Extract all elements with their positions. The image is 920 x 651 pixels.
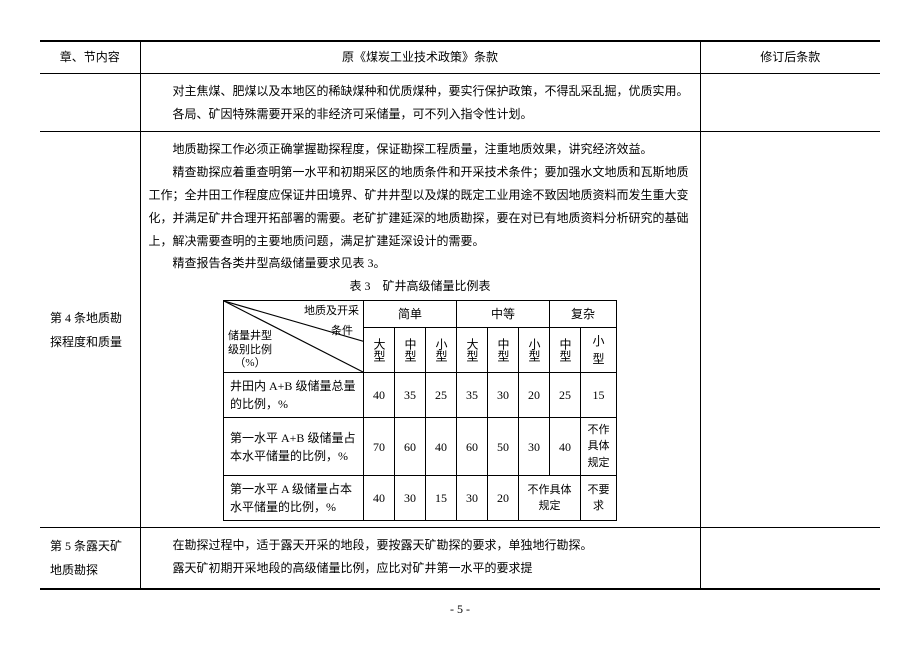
v-1-0: 70 [364, 417, 395, 476]
original-cell-3: 在勘探过程中，适于露天开采的地段，要按露天矿勘探的要求，单独地行勘探。 露天矿初… [140, 528, 700, 590]
v-2-5: 不作具体规定 [519, 476, 581, 521]
inner-table-caption: 表 3 矿井高级储量比例表 [149, 275, 692, 298]
header-col-original: 原《煤炭工业技术政策》条款 [140, 41, 700, 73]
r2-p1: 地质勘探工作必须正确掌握勘探程度，保证勘探工程质量，注重地质效果，讲究经济效益。 [149, 138, 692, 161]
r1-p1: 对主焦煤、肥煤以及本地区的稀缺煤种和优质煤种，要实行保护政策，不得乱采乱掘，优质… [149, 80, 692, 103]
sub-2: 小型 [426, 327, 457, 372]
revised-cell-2 [700, 132, 880, 528]
r3-section: 第 5 条露天矿地质勘探 [48, 534, 132, 582]
v-2-1: 30 [395, 476, 426, 521]
sub-3: 大型 [457, 327, 488, 372]
v-1-5: 30 [519, 417, 550, 476]
v-1-3: 60 [457, 417, 488, 476]
r3-p2: 露天矿初期开采地段的高级储量比例，应比对矿井第一水平的要求提 [149, 557, 692, 580]
revised-cell-3 [700, 528, 880, 590]
r3-p1: 在勘探过程中，适于露天开采的地段，要按露天矿勘探的要求，单独地行勘探。 [149, 534, 692, 557]
v-0-1: 35 [395, 372, 426, 417]
diag-bot: 储量井型 级别比例 （%） [228, 330, 272, 370]
original-cell-2: 地质勘探工作必须正确掌握勘探程度，保证勘探工程质量，注重地质效果，讲究经济效益。… [140, 132, 700, 528]
diag-mid: 条件 [331, 323, 353, 340]
original-cell-1: 对主焦煤、肥煤以及本地区的稀缺煤种和优质煤种，要实行保护政策，不得乱采乱掘，优质… [140, 73, 700, 132]
grp-0: 简单 [364, 300, 457, 327]
sub-1: 中型 [395, 327, 426, 372]
r1-p2: 各局、矿因特殊需要开采的非经济可采储量，可不列入指令性计划。 [149, 103, 692, 126]
v-1-2: 40 [426, 417, 457, 476]
v-0-7: 15 [581, 372, 617, 417]
sub-4: 中型 [488, 327, 519, 372]
page-number: - 5 - [40, 602, 880, 617]
diag-top: 地质及开采 [304, 303, 359, 320]
main-table: 章、节内容 原《煤炭工业技术政策》条款 修订后条款 对主焦煤、肥煤以及本地区的稀… [40, 40, 880, 590]
rowlabel-0: 井田内 A+B 级储量总量的比例，% [224, 372, 364, 417]
v-2-2: 15 [426, 476, 457, 521]
v-0-5: 20 [519, 372, 550, 417]
r2-section: 第 4 条地质勘探程度和质量 [48, 306, 132, 354]
revised-cell-1 [700, 73, 880, 132]
v-0-3: 35 [457, 372, 488, 417]
v-2-0: 40 [364, 476, 395, 521]
section-cell-1 [40, 73, 140, 132]
rowlabel-1: 第一水平 A+B 级储量占本水平储量的比例，% [224, 417, 364, 476]
grp-1: 中等 [457, 300, 550, 327]
header-col-section: 章、节内容 [40, 41, 140, 73]
diag-cell: 地质及开采 条件 储量井型 级别比例 （%） [224, 300, 364, 372]
header-col-revised: 修订后条款 [700, 41, 880, 73]
rowlabel-2: 第一水平 A 级储量占本水平储量的比例，% [224, 476, 364, 521]
v-2-4: 20 [488, 476, 519, 521]
v-1-7: 不作具体规定 [581, 417, 617, 476]
section-cell-2: 第 4 条地质勘探程度和质量 [40, 132, 140, 528]
v-0-4: 30 [488, 372, 519, 417]
v-1-6: 40 [550, 417, 581, 476]
v-0-2: 25 [426, 372, 457, 417]
inner-table: 地质及开采 条件 储量井型 级别比例 （%） 简单 中等 复杂 大型 中型 小型… [223, 300, 617, 522]
v-1-1: 60 [395, 417, 426, 476]
v-1-4: 50 [488, 417, 519, 476]
v-2-7: 不要求 [581, 476, 617, 521]
v-0-6: 25 [550, 372, 581, 417]
section-cell-3: 第 5 条露天矿地质勘探 [40, 528, 140, 590]
sub-0: 大型 [364, 327, 395, 372]
r2-p3: 精查报告各类井型高级储量要求见表 3。 [149, 252, 692, 275]
v-0-0: 40 [364, 372, 395, 417]
v-2-3: 30 [457, 476, 488, 521]
sub-5: 小型 [519, 327, 550, 372]
grp-2: 复杂 [550, 300, 617, 327]
sub-6: 中型 [550, 327, 581, 372]
sub-7: 小型 [581, 327, 617, 372]
r2-p2: 精查勘探应着重查明第一水平和初期采区的地质条件和开采技术条件；要加强水文地质和瓦… [149, 161, 692, 252]
